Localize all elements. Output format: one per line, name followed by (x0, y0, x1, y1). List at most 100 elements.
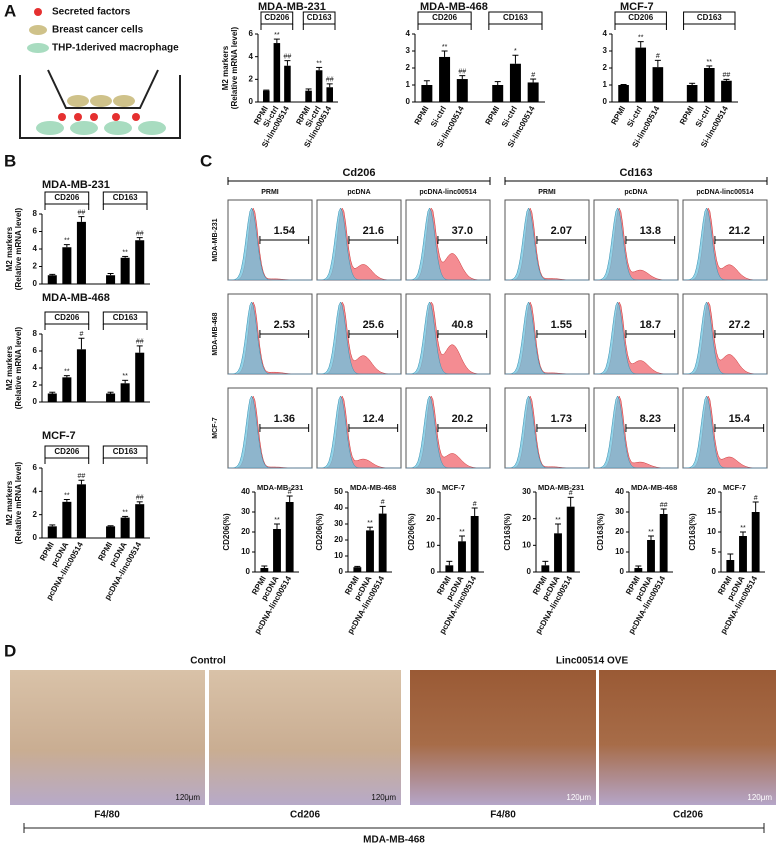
column-label: pcDNA-linc00514 (419, 189, 476, 196)
group-label: CD206 (628, 13, 653, 22)
significance: # (754, 495, 758, 502)
y-tick-label: 0 (33, 397, 38, 406)
significance: ** (274, 32, 280, 39)
gate-percent: 37.0 (452, 225, 473, 237)
y-tick-label: 20 (426, 514, 435, 523)
y-tick-label: 2 (249, 74, 254, 83)
bar (305, 90, 312, 102)
group-label: CD163 (113, 313, 138, 322)
group-label: Cd163 (619, 167, 652, 179)
column-label: PRMI (261, 189, 279, 196)
significance: ** (367, 520, 373, 527)
bar (62, 377, 72, 402)
y-tick-label: 20 (241, 527, 250, 536)
histogram-control (505, 395, 589, 469)
group-label: CD206 (54, 447, 79, 456)
group-box (102, 445, 148, 459)
bar (135, 352, 145, 402)
y-tick-label: 4 (33, 363, 38, 372)
gate-percent: 15.4 (729, 413, 751, 425)
y-axis-label: M2 markers (5, 480, 14, 525)
gate-percent: 21.6 (363, 225, 384, 237)
panel-label: D (4, 641, 16, 660)
y-tick-label: 4 (33, 486, 38, 495)
significance: * (514, 48, 517, 55)
bar (353, 567, 362, 572)
bar (106, 393, 116, 402)
y-axis-label: (Relative mRNA level) (14, 326, 23, 409)
significance: ## (458, 68, 466, 75)
gate-percent: 2.53 (274, 319, 295, 331)
group-label: CD163 (697, 13, 722, 22)
chart-title: MDA-MB-231 (538, 483, 584, 492)
y-tick-label: 0 (431, 567, 436, 576)
histogram-control (683, 207, 767, 281)
y-tick-label: 10 (426, 540, 435, 549)
ihc-image (209, 670, 401, 805)
y-tick-label: 10 (334, 551, 343, 560)
y-tick-label: 30 (334, 519, 343, 528)
bar (726, 560, 735, 572)
y-tick-label: 0 (712, 567, 717, 576)
y-tick-label: 30 (426, 487, 435, 496)
group-box (488, 11, 543, 25)
chart-title: MCF-7 (620, 1, 654, 13)
bar (421, 85, 433, 102)
x-tick-label: RPMI (609, 105, 627, 127)
significance: ** (122, 373, 128, 380)
significance: ## (723, 72, 731, 79)
gate-percent: 2.07 (551, 225, 572, 237)
bar (445, 565, 454, 572)
y-axis-label: CD206(%) (222, 513, 231, 551)
y-axis-label: M2 markers (221, 45, 230, 90)
y-tick-label: 20 (334, 535, 343, 544)
y-tick-label: 0 (603, 97, 608, 106)
scale-bar-label: 120μm (175, 793, 200, 802)
group-label: CD206 (54, 193, 79, 202)
y-tick-label: 40 (334, 503, 343, 512)
gate-percent: 20.2 (452, 413, 473, 425)
significance: ** (122, 249, 128, 256)
group-box (44, 445, 90, 459)
y-tick-label: 20 (707, 487, 716, 496)
y-tick-label: 30 (522, 487, 531, 496)
bar (366, 530, 374, 572)
significance: ** (740, 525, 746, 532)
group-box (44, 191, 90, 205)
y-tick-label: 6 (33, 227, 38, 236)
significance: ** (648, 529, 654, 536)
bar (509, 63, 521, 102)
group-label: CD163 (307, 13, 332, 22)
y-tick-label: 10 (615, 547, 624, 556)
y-tick-label: 6 (33, 463, 38, 472)
column-label: PRMI (538, 189, 556, 196)
significance: ## (660, 502, 668, 509)
gate-percent: 18.7 (640, 319, 661, 331)
histogram-control (228, 395, 312, 469)
histogram-control (406, 207, 490, 281)
gate-percent: 21.2 (729, 225, 750, 237)
y-tick-label: 0 (33, 279, 38, 288)
group-box (260, 11, 294, 25)
y-tick-label: 8 (33, 329, 38, 338)
group-label: CD163 (113, 193, 138, 202)
y-tick-label: 2 (33, 262, 38, 271)
bar (47, 526, 57, 538)
bar (527, 82, 539, 102)
significance: ## (78, 209, 86, 216)
bar (273, 43, 281, 102)
x-tick-label: RPMI (413, 105, 431, 127)
bar (284, 65, 291, 102)
row-label: MCF-7 (212, 417, 219, 438)
bar (62, 501, 72, 538)
y-tick-label: 0 (406, 97, 411, 106)
image-label: Cd206 (290, 810, 320, 821)
group-box (302, 11, 336, 25)
chart-title: MDA-MB-468 (42, 292, 110, 304)
panel-label: B (4, 151, 16, 170)
significance: # (288, 489, 292, 496)
histogram-control (594, 207, 678, 281)
y-tick-label: 30 (615, 507, 624, 516)
image-label: F4/80 (94, 810, 120, 821)
y-tick-label: 0 (246, 567, 251, 576)
